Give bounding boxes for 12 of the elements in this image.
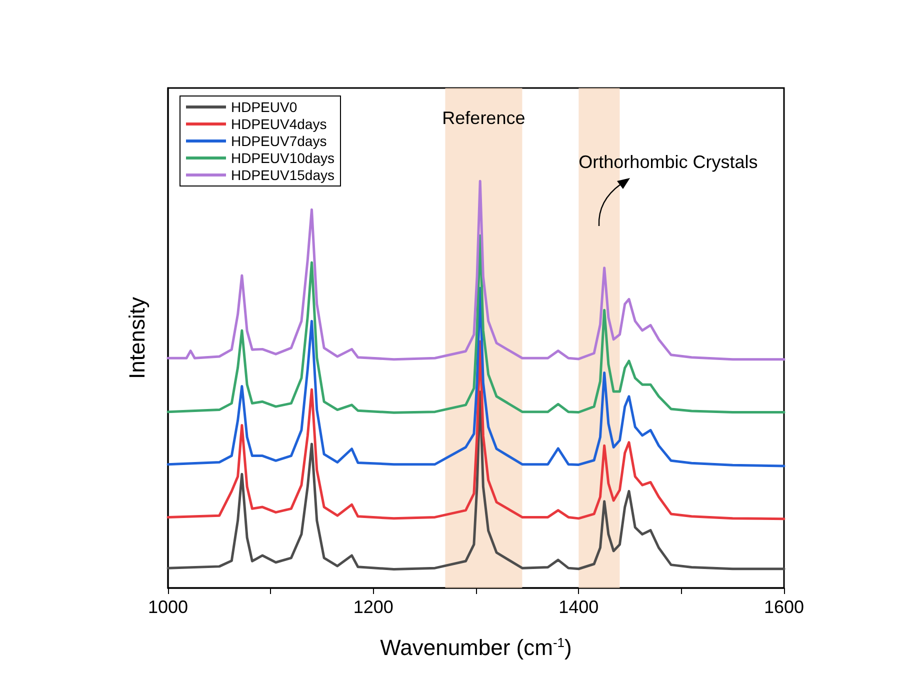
legend-label: HDPEUV10days	[231, 150, 334, 166]
band-label: Orthorhombic Crystals	[578, 152, 758, 172]
legend-label: HDPEUV4days	[231, 116, 327, 132]
legend-label: HDPEUV15days	[231, 167, 334, 183]
x-tick-label: 1400	[558, 597, 599, 617]
legend-label: HDPEUV0	[231, 99, 298, 115]
band-label: Reference	[442, 108, 526, 128]
x-tick-label: 1600	[764, 597, 804, 617]
y-axis-title: Intensity	[124, 297, 150, 379]
legend-label: HDPEUV7days	[231, 133, 327, 149]
x-tick-label: 1000	[148, 597, 188, 617]
x-tick-label: 1200	[353, 597, 394, 617]
